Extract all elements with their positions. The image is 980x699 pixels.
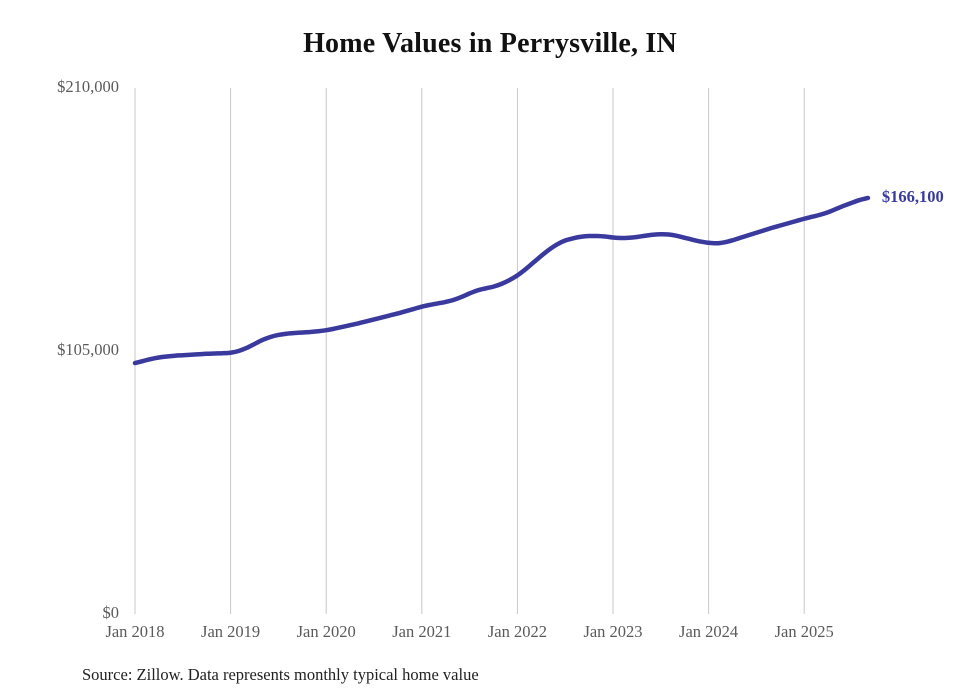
source-note: Source: Zillow. Data represents monthly … [82,665,479,684]
x-axis-tick-label: Jan 2021 [392,622,452,641]
x-axis-tick-label: Jan 2023 [583,622,643,641]
x-axis-tick-label: Jan 2019 [201,622,261,641]
value-line [132,195,871,366]
x-axis-tick-label: Jan 2018 [105,622,165,641]
y-axis-tick-label: $210,000 [57,77,119,96]
chart-title: Home Values in Perrysville, IN [303,28,677,59]
x-axis-tick-label: Jan 2022 [487,622,547,641]
y-axis-tick-label: $105,000 [57,340,119,359]
x-axis-tick-label: Jan 2024 [679,622,739,641]
y-axis-tick-label: $0 [102,603,120,622]
x-axis-tick-label: Jan 2025 [774,622,834,641]
x-axis-tick-label: Jan 2020 [296,622,356,641]
end-value-annotation: $166,100 [881,186,944,206]
